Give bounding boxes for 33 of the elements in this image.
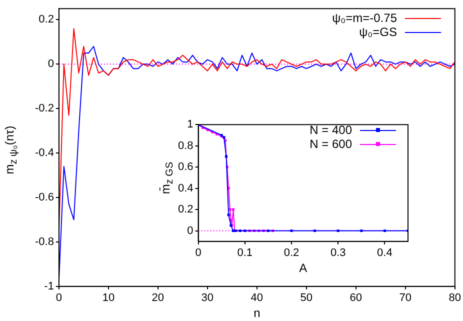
- x-tick-label: 40: [250, 292, 264, 304]
- x-tick-label: 20: [152, 292, 164, 304]
- x-tick-label: 0.1: [237, 247, 253, 260]
- legend-label: N = 400: [310, 123, 352, 137]
- x-tick-label: 80: [448, 292, 462, 304]
- y-tick-label: -0.2: [34, 102, 54, 115]
- y-tick-label: 0.8: [178, 140, 194, 152]
- y-tick-label: 0: [187, 224, 194, 237]
- y-tick-label: 0.4: [178, 182, 194, 194]
- y-tick-label: 1: [187, 118, 194, 131]
- x-tick-label: 60: [350, 292, 362, 304]
- y-tick-label: 0.2: [38, 14, 54, 26]
- x-tick-label: 70: [399, 292, 412, 304]
- x-axis-title: A: [299, 261, 308, 276]
- y-tick-label: 0.6: [178, 161, 194, 174]
- y-tick-label: 0.2: [178, 204, 194, 216]
- x-tick-label: 0.4: [377, 247, 392, 260]
- x-tick-label: 10: [102, 292, 115, 304]
- legend-label: N = 600: [310, 137, 352, 151]
- x-tick-label: 30: [201, 292, 214, 304]
- y-tick-label: -0.6: [34, 192, 54, 204]
- y-tick-label: 0: [48, 58, 54, 70]
- x-tick-label: 0.2: [284, 247, 300, 260]
- x-tick-label: 50: [300, 292, 313, 304]
- x-tick-label: 0: [195, 247, 202, 260]
- legend-label: ψ₀=GS: [359, 25, 397, 39]
- y-tick-label: -0.4: [34, 147, 54, 160]
- legend-label: ψ₀=m=-0.75: [332, 11, 397, 25]
- y-tick-label: -1: [44, 280, 54, 292]
- x-axis-title: n: [254, 306, 260, 320]
- x-tick-label: 0.3: [330, 247, 346, 260]
- x-tick-label: 0: [56, 292, 62, 304]
- y-tick-label: -0.8: [34, 236, 54, 248]
